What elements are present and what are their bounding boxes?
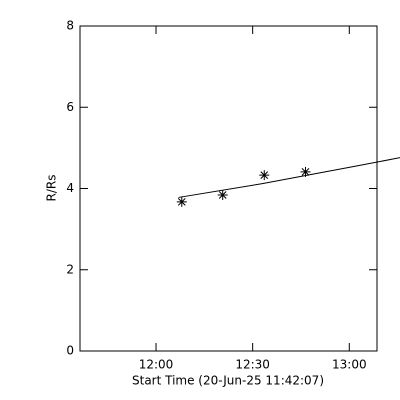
x-tick-label: 12:30 [235,358,270,372]
y-tick-label: 6 [66,100,74,114]
fit-line [178,157,400,198]
data-point [176,196,187,207]
x-tick-label: 13:00 [332,358,367,372]
data-point [259,170,270,181]
y-tick-label: 4 [66,181,74,195]
y-tick-label: 2 [66,262,74,276]
y-axis-label: R/Rs [45,175,59,202]
x-tick-label: 12:00 [139,358,174,372]
plot-frame [79,25,378,352]
data-point [300,166,311,177]
y-tick-label: 0 [66,344,74,358]
data-point [217,190,228,200]
x-axis-label: Start Time (20-Jun-25 11:42:07) [132,374,324,388]
y-tick-label: 8 [66,19,74,33]
